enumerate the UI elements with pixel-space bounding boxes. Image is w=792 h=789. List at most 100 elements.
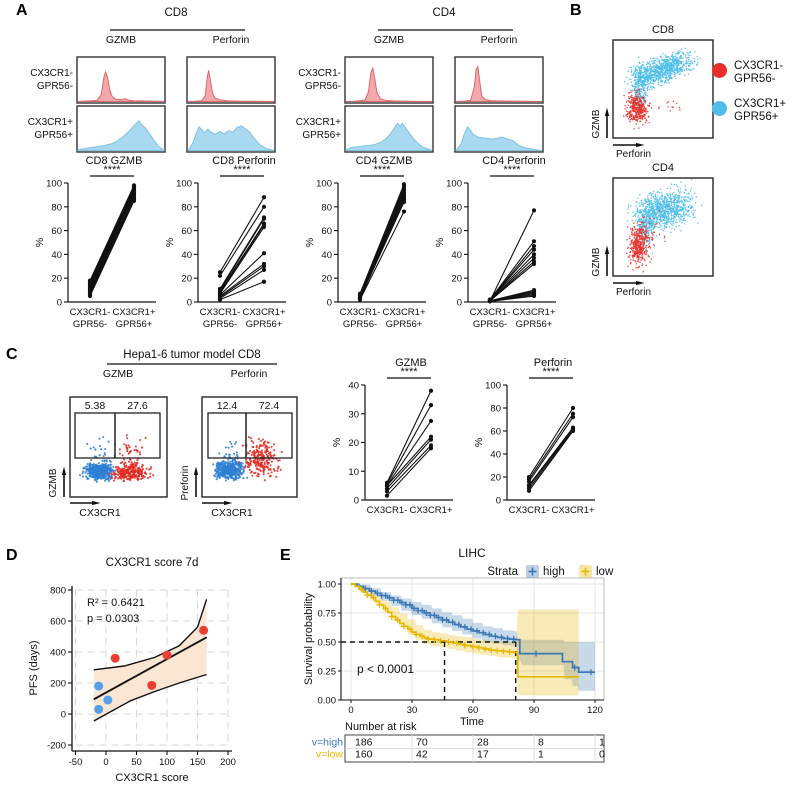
svg-text:CX3CR1-: CX3CR1-: [367, 505, 408, 516]
svg-text:40: 40: [181, 250, 192, 261]
legend-dot-blue: [712, 101, 727, 116]
svg-text:0: 0: [187, 298, 192, 309]
svg-text:v=high: v=high: [312, 737, 343, 749]
panel-c-paired-perforin: Perforin 0 20 40 60 80 100% **** CX3CR1- CX3CR1+: [473, 357, 595, 516]
svg-text:CD4: CD4: [652, 162, 674, 174]
svg-text:GZMB: GZMB: [395, 357, 427, 369]
legend-text-line: GPR56+: [734, 111, 779, 123]
svg-text:%: %: [164, 238, 176, 247]
svg-text:60: 60: [468, 705, 479, 716]
svg-text:80: 80: [181, 202, 192, 213]
svg-text:100: 100: [485, 381, 501, 392]
svg-text:Strata: Strata: [487, 566, 518, 578]
svg-text:60: 60: [490, 427, 501, 438]
svg-text:0: 0: [327, 298, 332, 309]
svg-text:GPR56-: GPR56-: [343, 319, 377, 330]
legend-label-cx3cr1-pos: CX3CR1+ GPR56+: [734, 98, 786, 124]
svg-text:80: 80: [51, 202, 62, 213]
panel-e-km-plot: 0.00 0.25 0.50 0.75 1.00 0 30 60 90 120 LIHC Time Su…: [303, 546, 614, 763]
legend-label-cx3cr1-neg: CX3CR1- GPR56-: [734, 60, 783, 86]
svg-text:CD4 GZMB: CD4 GZMB: [356, 155, 413, 167]
svg-text:CX3CR1+: CX3CR1+: [242, 307, 285, 318]
svg-text:CX3CR1+: CX3CR1+: [512, 307, 555, 318]
svg-text:10: 10: [348, 467, 359, 478]
panel-c-paired-gzmb: GZMB 0 10 20 30 40% **** CX3CR1- CX3CR1+: [331, 357, 453, 516]
svg-text:0: 0: [496, 496, 501, 507]
svg-text:%: %: [473, 438, 485, 447]
svg-text:-50: -50: [69, 757, 83, 768]
panel-c-letter: C: [6, 346, 18, 363]
svg-text:Perforin: Perforin: [481, 34, 518, 46]
svg-text:GPR56+: GPR56+: [386, 319, 423, 330]
svg-text:GPR56-: GPR56-: [203, 319, 237, 330]
panel-a-histogram-grid: CD8 GZMB Perforin CX3CR1- GPR56- CX3CR1+ GPR56…: [28, 7, 544, 153]
svg-text:CD4: CD4: [432, 7, 456, 19]
svg-text:GZMB: GZMB: [374, 34, 404, 46]
panel-e-letter: E: [280, 547, 291, 564]
svg-text:GPR56+: GPR56+: [246, 319, 283, 330]
svg-text:0.50: 0.50: [318, 638, 337, 649]
svg-text:100: 100: [316, 179, 332, 190]
svg-text:CX3CR1 score: CX3CR1 score: [115, 772, 188, 784]
svg-text:%: %: [331, 438, 343, 447]
svg-text:Preforin: Preforin: [180, 465, 191, 500]
svg-text:CX3CR1-: CX3CR1-: [298, 68, 341, 79]
svg-text:60: 60: [321, 226, 332, 237]
svg-text:20: 20: [348, 438, 359, 449]
legend-text-line: CX3CR1+: [734, 98, 787, 110]
svg-text:200: 200: [220, 757, 236, 768]
svg-text:100: 100: [159, 757, 175, 768]
legend-entry-cx3cr1-pos: CX3CR1+ GPR56+: [712, 98, 786, 124]
legend-entry-cx3cr1-neg: CX3CR1- GPR56-: [712, 60, 783, 86]
svg-text:GZMB: GZMB: [48, 468, 59, 497]
svg-text:5.38: 5.38: [85, 400, 106, 412]
svg-text:p = 0.0303: p = 0.0303: [87, 613, 139, 625]
svg-text:60: 60: [51, 226, 62, 237]
svg-text:150: 150: [190, 757, 206, 768]
svg-text:400: 400: [50, 648, 66, 659]
panel-a-paired-cd4-perforin: CD4 Perforin020406080100%****CX3CR1-GPR5…: [434, 155, 556, 330]
svg-text:60: 60: [181, 226, 192, 237]
svg-text:****: ****: [542, 366, 560, 378]
svg-text:low: low: [596, 566, 614, 578]
svg-text:Time: Time: [460, 716, 484, 728]
svg-text:CX3CR1-: CX3CR1-: [70, 307, 111, 318]
panel-c-flow-plots: Hepa1-6 tumor model CD8 GZMB 5.38 27.6 GZMB C…: [48, 349, 298, 519]
svg-text:CX3CR1: CX3CR1: [79, 507, 121, 519]
svg-text:0: 0: [57, 298, 62, 309]
svg-text:50: 50: [131, 757, 142, 768]
svg-text:0.25: 0.25: [318, 667, 337, 678]
svg-text:CX3CR1+: CX3CR1+: [409, 505, 452, 516]
svg-text:100: 100: [176, 179, 192, 190]
svg-text:GPR56+: GPR56+: [34, 130, 73, 141]
svg-text:40: 40: [490, 450, 501, 461]
svg-text:GPR56-: GPR56-: [473, 319, 507, 330]
svg-text:****: ****: [503, 164, 521, 176]
svg-text:30: 30: [407, 705, 418, 716]
svg-text:0: 0: [61, 710, 66, 721]
svg-text:GPR56-: GPR56-: [305, 81, 341, 92]
svg-text:CX3CR1+: CX3CR1+: [112, 307, 155, 318]
svg-text:CX3CR1 score 7d: CX3CR1 score 7d: [106, 557, 199, 569]
svg-text:CX3CR1-: CX3CR1-: [30, 68, 73, 79]
svg-text:****: ****: [233, 164, 251, 176]
svg-text:CD4 Perforin: CD4 Perforin: [482, 155, 546, 167]
svg-text:200: 200: [50, 679, 66, 690]
svg-text:0: 0: [348, 705, 353, 716]
svg-text:72.4: 72.4: [259, 400, 280, 412]
svg-text:****: ****: [400, 366, 418, 378]
svg-text:0: 0: [457, 298, 462, 309]
svg-text:CD8: CD8: [652, 24, 674, 36]
svg-text:CX3CR1-: CX3CR1-: [509, 505, 550, 516]
svg-text:CD8 GZMB: CD8 GZMB: [86, 155, 143, 167]
svg-text:40: 40: [321, 250, 332, 261]
svg-text:12.4: 12.4: [217, 400, 238, 412]
svg-text:60: 60: [451, 226, 462, 237]
svg-text:600: 600: [50, 617, 66, 628]
svg-text:%: %: [304, 238, 316, 247]
svg-text:CX3CR1-: CX3CR1-: [200, 307, 241, 318]
panel-a-paired-cd8-gzmb: CD8 GZMB 0 20 40 60 80 100% **** CX3CR1-GPR56- CX…: [34, 155, 156, 330]
svg-text:GPR56-: GPR56-: [37, 81, 73, 92]
